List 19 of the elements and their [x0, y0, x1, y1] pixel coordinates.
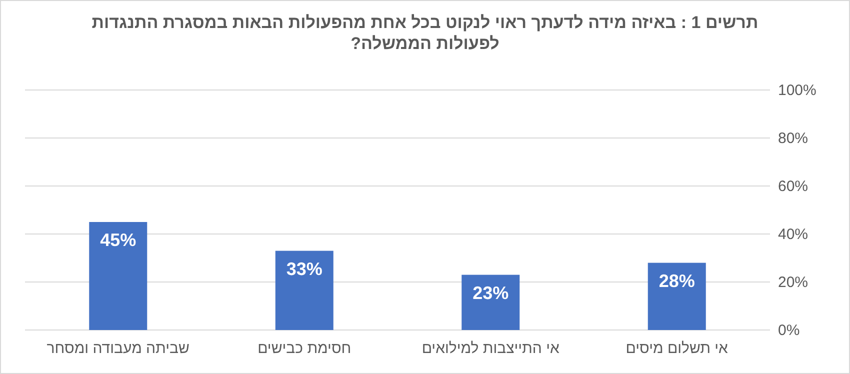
bar: [462, 274, 520, 330]
bar: [275, 250, 334, 330]
data-label: 45%: [100, 230, 136, 250]
x-tick-label: אי התייצבות למילואים: [422, 340, 560, 357]
y-tick-label: 80%: [778, 130, 808, 147]
x-tick-label: שביתה מעבודה ומסחר: [46, 340, 190, 357]
y-tick-label: 100%: [778, 82, 816, 99]
y-tick-label: 60%: [778, 178, 808, 195]
y-tick-label: 0%: [778, 322, 800, 339]
bar: [89, 222, 148, 330]
chart-title: תרשים 1 : באיזה מידה לדעתך ראוי לנקוט בכל אחת מהפעולות הבאות במסגרת התנגדות לפעולות הממשלה?: [90, 12, 760, 54]
data-label: 33%: [286, 258, 322, 279]
x-tick-label: אי תשלום מיסים: [626, 340, 729, 357]
x-tick-label: חסימת כבישים: [258, 340, 352, 357]
bar: [648, 262, 706, 330]
y-tick-label: 40%: [778, 226, 808, 243]
data-label: 28%: [658, 270, 695, 291]
data-label: 23%: [472, 282, 509, 303]
y-tick-label: 20%: [778, 274, 808, 291]
